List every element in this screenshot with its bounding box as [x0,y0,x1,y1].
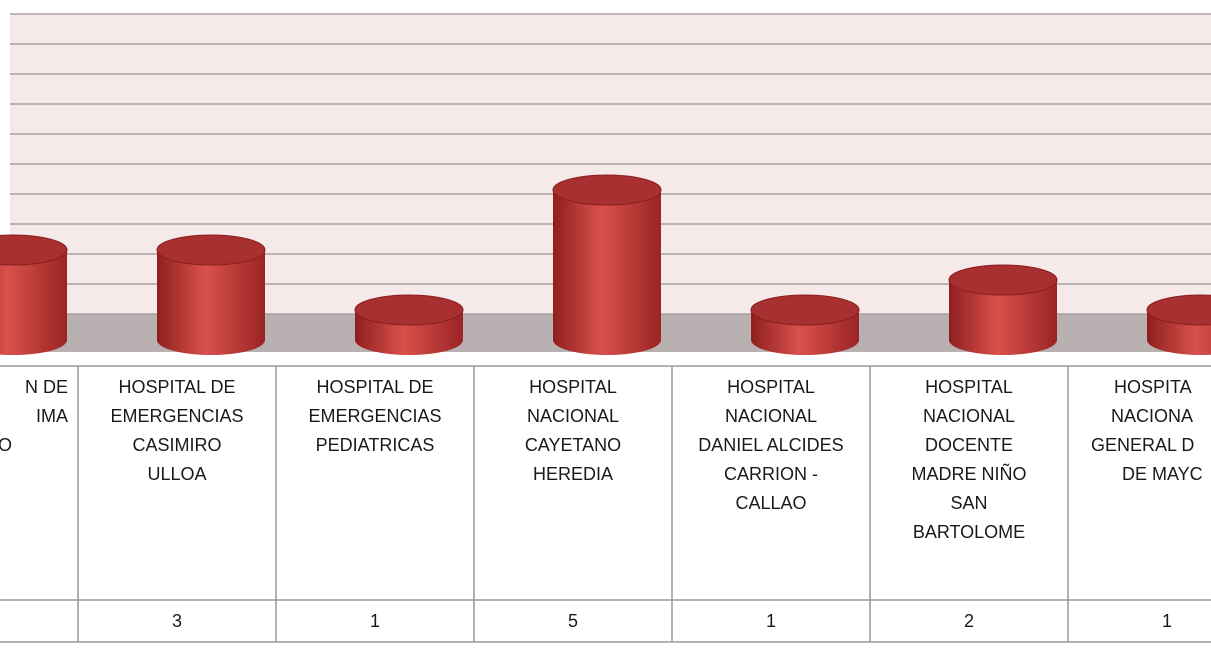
category-label: NACIONAL [527,406,619,426]
category-label: IMA [36,406,68,426]
category-label: CASIMIRO [132,435,221,455]
category-label: O [0,435,12,455]
category-label: SAN [950,493,987,513]
category-label: PEDIATRICAS [316,435,435,455]
category-label: HOSPITAL DE [316,377,433,397]
category-label: DANIEL ALCIDES [698,435,843,455]
category-label: EMERGENCIAS [110,406,243,426]
category-label: NACIONAL [923,406,1015,426]
cylinder-top [1146,294,1211,326]
category-label: BARTOLOME [913,522,1025,542]
category-label: N DE [25,377,68,397]
cylinder [354,294,464,355]
cylinder [948,264,1058,355]
cylinder-top [156,234,266,266]
value-label: 1 [370,611,380,631]
value-label: 2 [964,611,974,631]
category-label: NACIONAL [725,406,817,426]
cylinder-top [354,294,464,326]
cylinder [156,234,266,355]
value-label: 1 [1162,611,1172,631]
cylinder-top [948,264,1058,296]
cylinder-top [750,294,860,326]
cylinder [552,174,662,355]
category-label: HOSPITAL DE [118,377,235,397]
value-label: 5 [568,611,578,631]
category-label: HEREDIA [533,464,613,484]
category-label: DOCENTE [925,435,1013,455]
category-label: DE MAYC [1122,464,1203,484]
cylinder [1146,294,1211,355]
category-label: HOSPITA [1114,377,1192,397]
cylinder [0,234,68,355]
value-label: 1 [766,611,776,631]
category-label: EMERGENCIAS [308,406,441,426]
category-label: CAYETANO [525,435,621,455]
cylinder-top [0,234,68,266]
category-label: CARRION - [724,464,818,484]
category-label: HOSPITAL [925,377,1013,397]
category-label: ULLOA [147,464,206,484]
cylinder [750,294,860,355]
category-label: NACIONA [1111,406,1193,426]
cylinder-body [553,190,661,340]
category-label: MADRE NIÑO [911,463,1026,484]
category-label: GENERAL D [1091,435,1194,455]
value-label: 3 [172,611,182,631]
category-label: HOSPITAL [529,377,617,397]
category-label: HOSPITAL [727,377,815,397]
cylinder-top [552,174,662,206]
category-label: CALLAO [735,493,806,513]
